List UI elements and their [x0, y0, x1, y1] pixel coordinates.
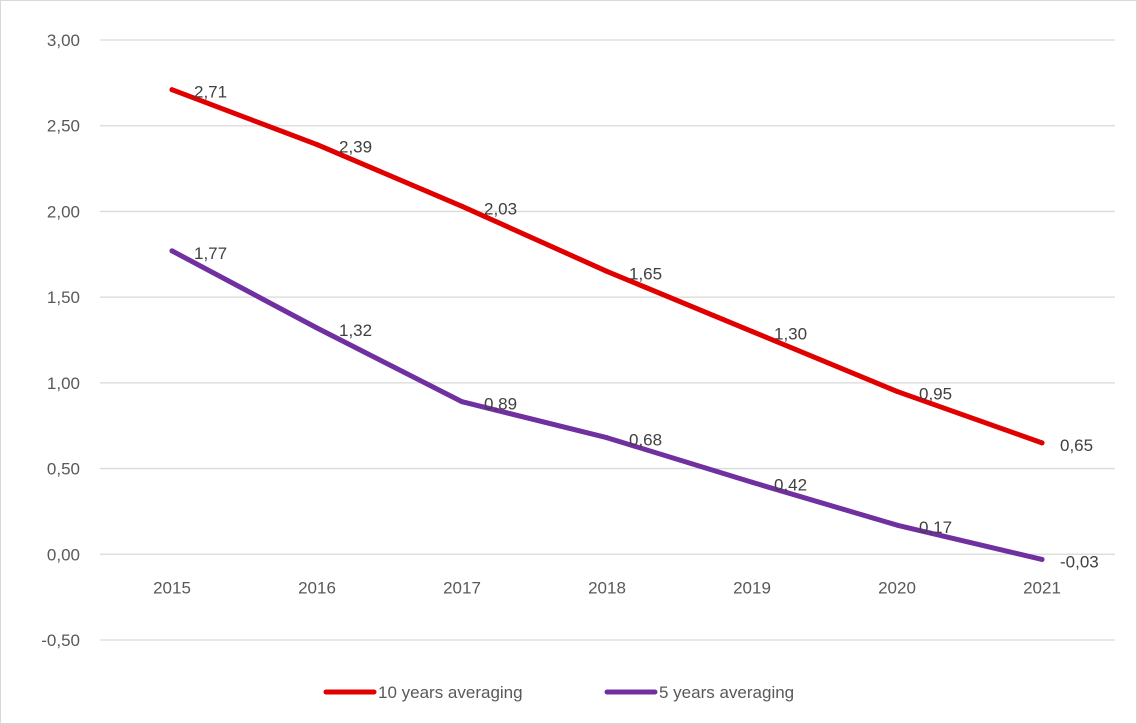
data-point — [604, 268, 610, 274]
data-label: -0,03 — [1060, 552, 1099, 571]
x-tick-label: 2016 — [298, 578, 336, 597]
y-tick-label: 2,00 — [47, 202, 80, 221]
data-label: 2,71 — [194, 83, 227, 102]
x-tick-label: 2018 — [588, 578, 626, 597]
x-tick-label: 2019 — [733, 578, 771, 597]
y-tick-label: 1,50 — [47, 288, 80, 307]
data-label: 1,65 — [629, 264, 662, 283]
data-point — [459, 203, 465, 209]
x-tick-label: 2015 — [153, 578, 191, 597]
y-tick-label: 1,00 — [47, 374, 80, 393]
legend-label-0: 10 years averaging — [378, 683, 523, 702]
data-point — [459, 399, 465, 405]
y-tick-label: 0,00 — [47, 545, 80, 564]
x-tick-label: 2017 — [443, 578, 481, 597]
y-tick-label: 2,50 — [47, 117, 80, 136]
gridlines — [100, 39, 1115, 641]
data-point — [894, 388, 900, 394]
data-label: 0,42 — [774, 475, 807, 494]
data-label: 2,39 — [339, 138, 372, 157]
legend: 10 years averaging 5 years averaging — [323, 683, 794, 702]
y-tick-label: 0,50 — [47, 460, 80, 479]
series-lines — [169, 87, 1045, 562]
x-tick-label: 2020 — [878, 578, 916, 597]
data-point — [169, 248, 175, 254]
data-label: 0,68 — [629, 431, 662, 450]
data-label: 0,89 — [484, 395, 517, 414]
data-label: 0,95 — [919, 384, 952, 403]
data-label: 1,30 — [774, 324, 807, 343]
y-axis-tick-labels: 3,00 2,50 2,00 1,50 1,00 0,50 0,00 -0,50 — [41, 31, 80, 650]
data-point — [169, 87, 175, 93]
data-label: 0,65 — [1060, 436, 1093, 455]
data-labels: 2,71 2,39 2,03 1,65 1,30 0,95 0,65 1,77 1,32 0,89… — [194, 83, 1099, 572]
data-point — [749, 328, 755, 334]
x-tick-label: 2021 — [1023, 578, 1061, 597]
data-point — [894, 522, 900, 528]
data-point — [314, 142, 320, 148]
legend-label-1: 5 years averaging — [659, 683, 794, 702]
data-label: 2,03 — [484, 199, 517, 218]
data-point — [1039, 440, 1045, 446]
data-label: 1,32 — [339, 321, 372, 340]
x-axis-tick-labels: 2015 2016 2017 2018 2019 2020 2021 — [153, 578, 1061, 597]
series-line-0 — [169, 87, 1045, 446]
data-label: 0,17 — [919, 518, 952, 537]
data-point — [314, 325, 320, 331]
y-tick-label: 3,00 — [47, 31, 80, 50]
data-point — [1039, 556, 1045, 562]
y-tick-label: -0,50 — [41, 631, 80, 650]
data-point — [749, 479, 755, 485]
data-point — [604, 435, 610, 441]
data-label: 1,77 — [194, 244, 227, 263]
